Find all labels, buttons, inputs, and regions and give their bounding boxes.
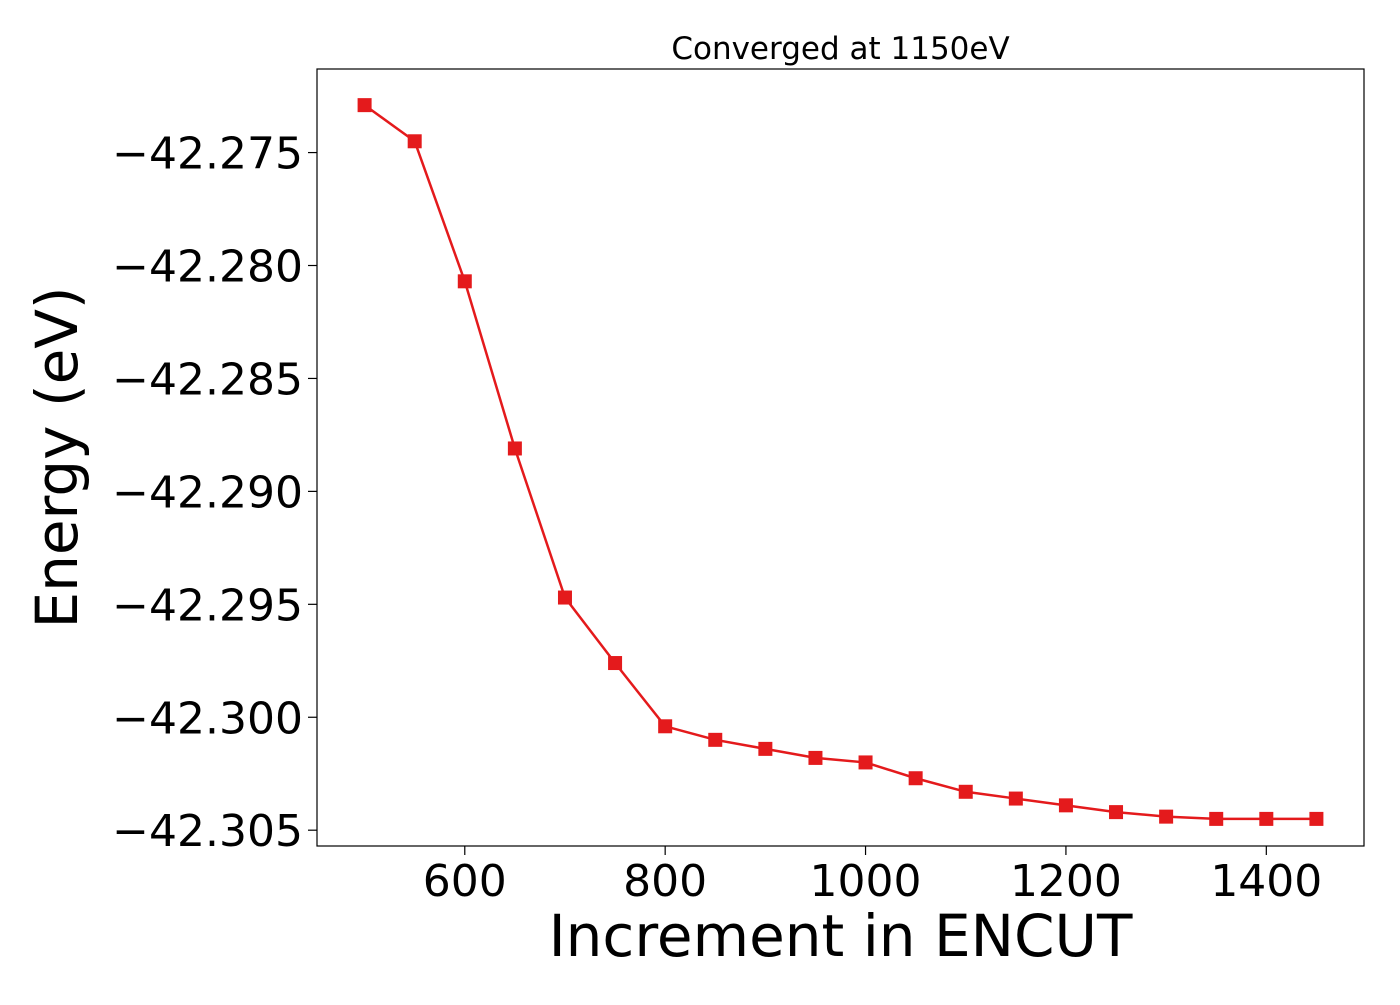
data-point-marker <box>1259 811 1274 826</box>
data-point-marker <box>608 656 623 671</box>
plot-frame <box>316 68 1365 847</box>
data-point-marker <box>958 784 973 799</box>
data-point-marker <box>808 750 823 765</box>
data-point-marker <box>557 590 572 605</box>
series-line <box>363 104 1317 821</box>
data-point-marker <box>1058 798 1073 813</box>
data-point-marker <box>1209 811 1224 826</box>
y-tick-label: −42.295 <box>112 580 303 631</box>
data-point-marker <box>1159 809 1174 824</box>
data-point-marker <box>407 134 422 149</box>
x-tick-label: 1400 <box>1210 856 1322 907</box>
y-tick-label: −42.285 <box>112 354 303 405</box>
data-point-marker <box>357 98 372 113</box>
data-point-marker <box>1309 811 1324 826</box>
x-axis-label: Increment in ENCUT <box>549 902 1133 970</box>
x-tick-label: 800 <box>623 856 707 907</box>
data-point-marker <box>1109 805 1124 820</box>
data-point-marker <box>1008 791 1023 806</box>
plot-area: 600 800 1000 1200 1400 −42.275 −42.280 −42.285 −… <box>112 68 1365 907</box>
data-point-marker <box>758 741 773 756</box>
y-axis-label: Energy (eV) <box>23 286 91 628</box>
y-tick-label: −42.300 <box>112 693 303 744</box>
chart-title: Converged at 1150eV <box>671 31 1009 67</box>
data-point-marker <box>457 274 472 289</box>
data-point-marker <box>708 732 723 747</box>
y-tick-label: −42.280 <box>112 242 303 293</box>
data-point-marker <box>858 755 873 770</box>
y-tick-label: −42.290 <box>112 467 303 518</box>
x-tick-label: 1000 <box>810 856 922 907</box>
data-point-marker <box>658 719 673 734</box>
data-point-marker <box>908 771 923 786</box>
y-tick-label: −42.275 <box>112 129 303 180</box>
y-tick-label: −42.305 <box>112 806 303 857</box>
x-tick-label: 1200 <box>1010 856 1122 907</box>
data-point-marker <box>507 441 522 456</box>
x-tick-label: 600 <box>423 856 507 907</box>
